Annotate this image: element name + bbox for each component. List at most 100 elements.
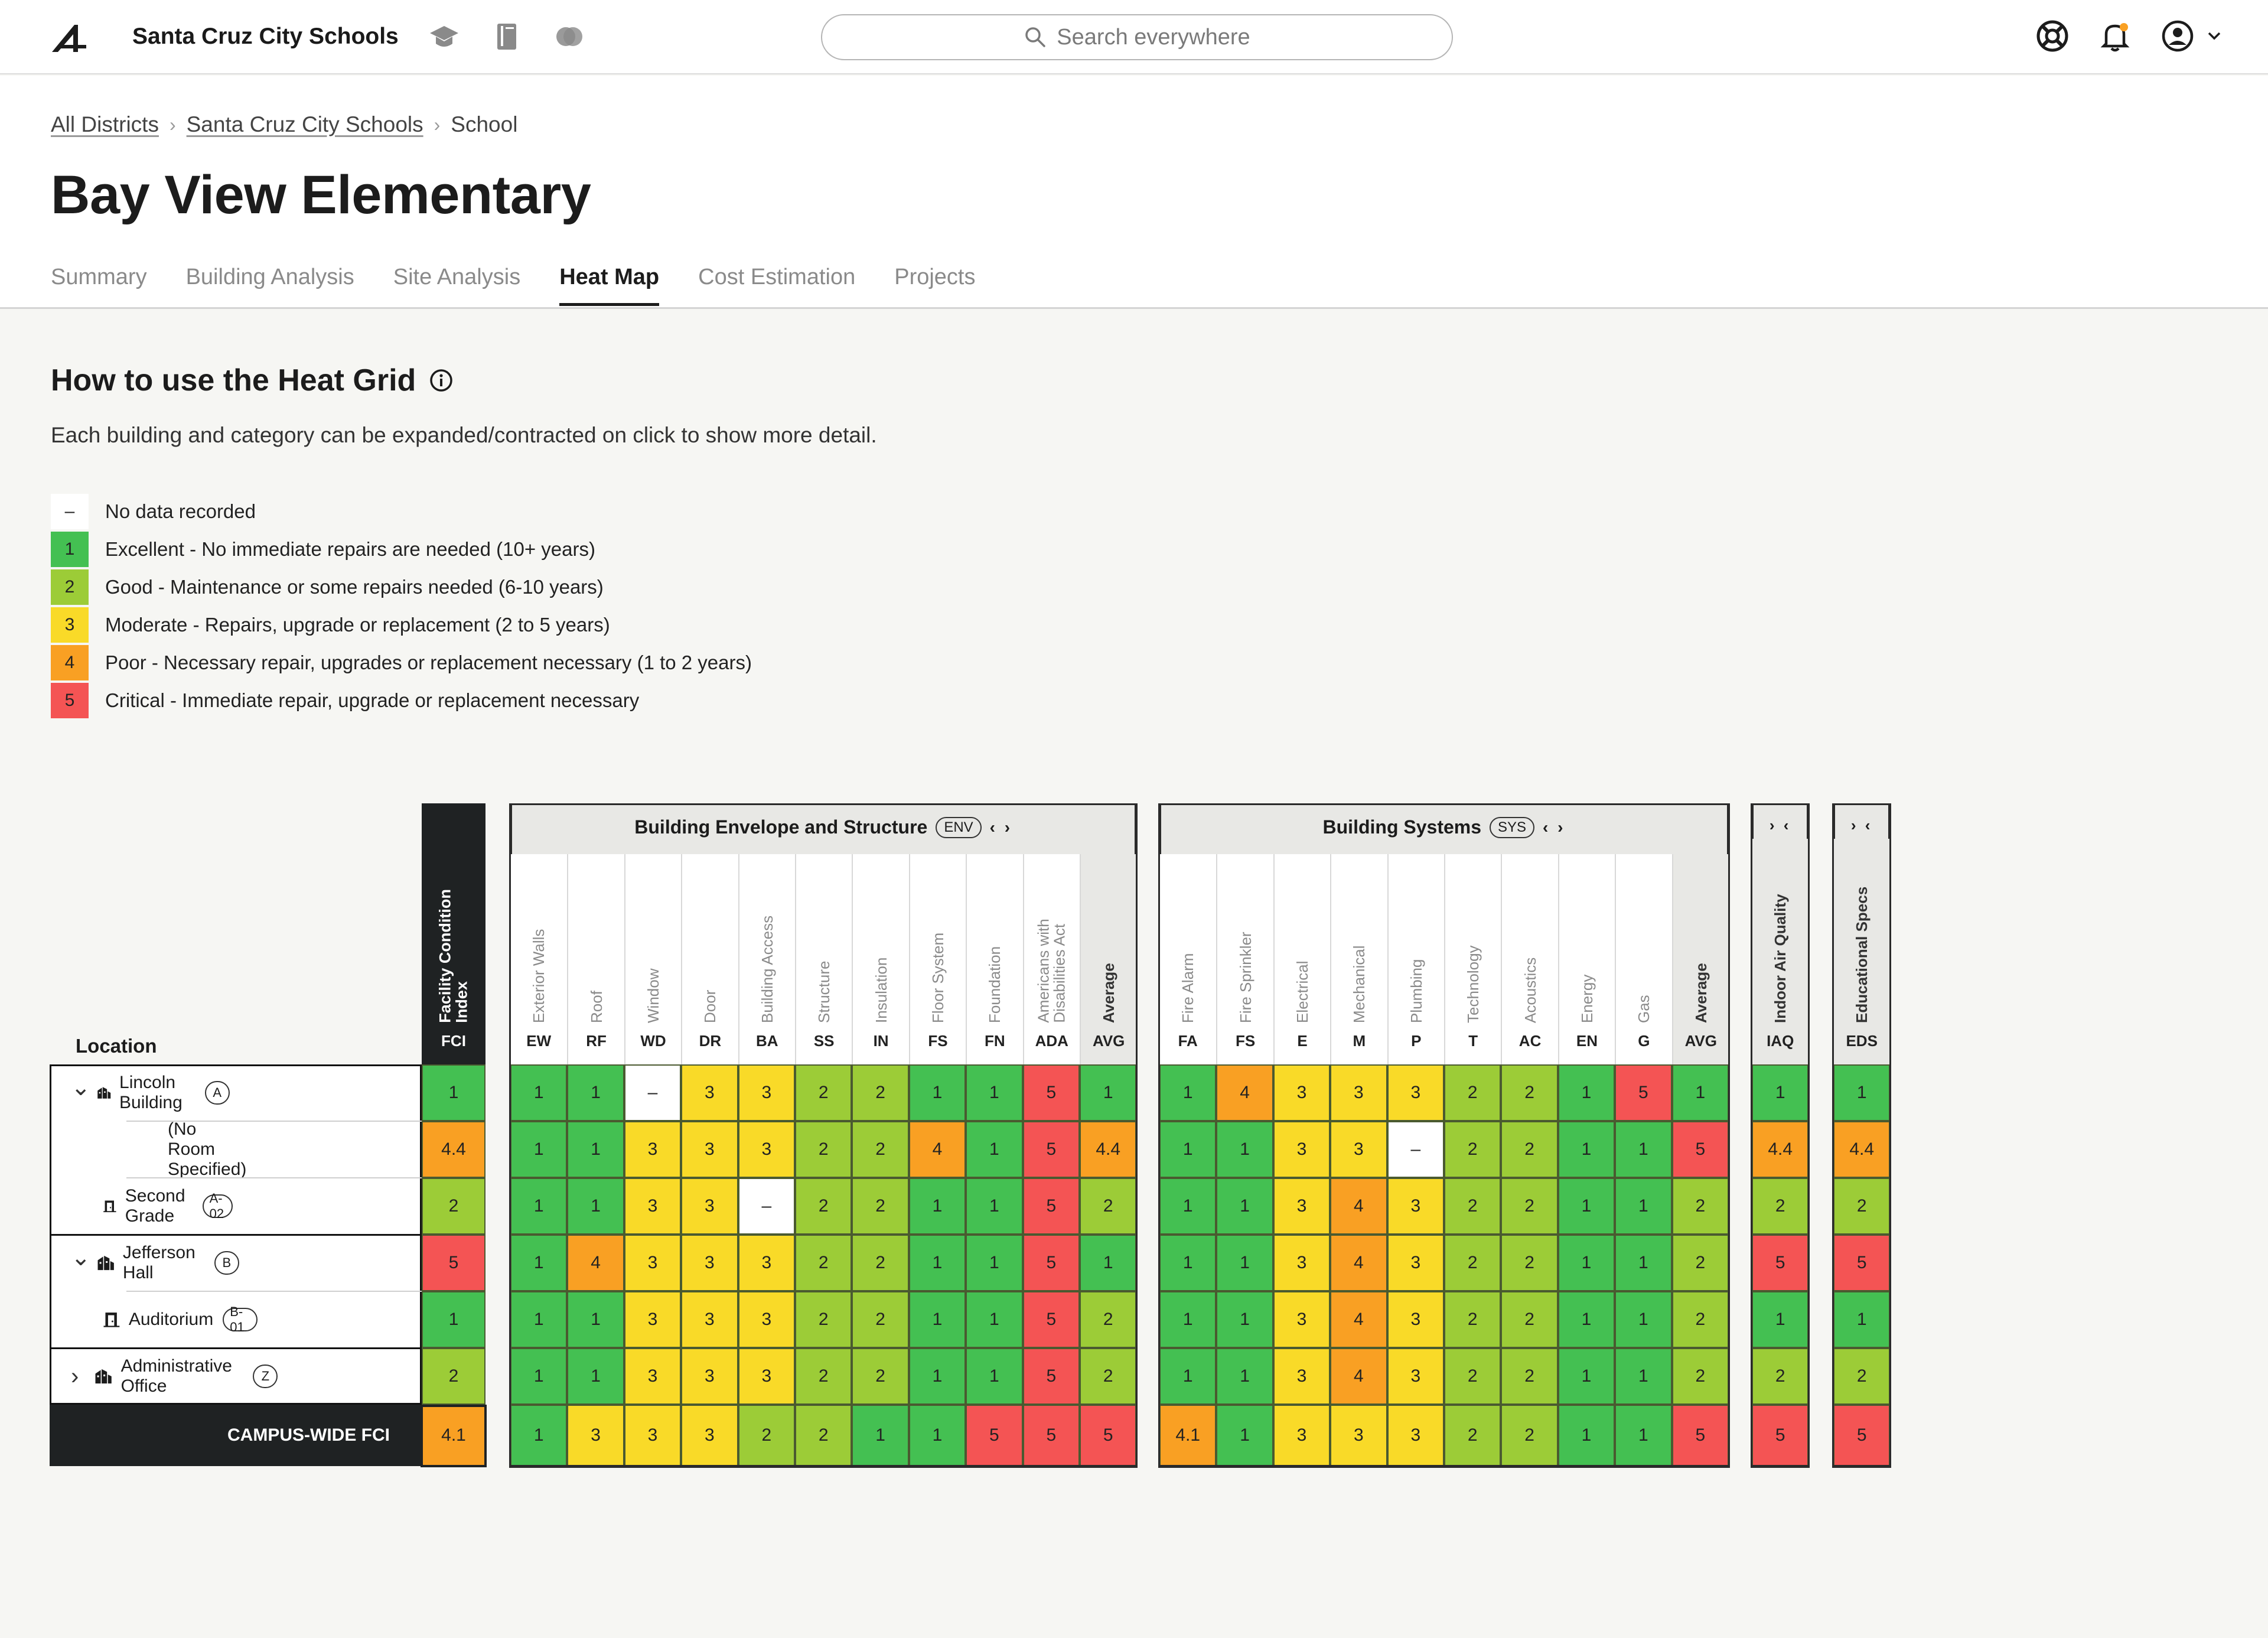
heat-cell-dr[interactable]: 3 xyxy=(681,1121,738,1178)
heat-cell-dr[interactable]: 3 xyxy=(681,1291,738,1348)
heat-cell-fs[interactable]: 1 xyxy=(1216,1348,1273,1405)
heat-cell-wd[interactable]: – xyxy=(624,1064,682,1121)
heat-cell-iaq[interactable]: 1 xyxy=(1752,1291,1809,1348)
heat-cell-eds[interactable]: 1 xyxy=(1833,1291,1891,1348)
tab-cost-estimation[interactable]: Cost Estimation xyxy=(698,265,856,289)
heat-cell-ba[interactable]: 3 xyxy=(738,1348,795,1405)
heat-cell-fn[interactable]: 1 xyxy=(966,1235,1023,1291)
campus-cell-ss[interactable]: 2 xyxy=(795,1405,852,1466)
tab-heat-map[interactable]: Heat Map xyxy=(559,265,660,306)
column-header-ba[interactable]: Building Access BA xyxy=(738,854,795,1064)
collapse-toggle-icon[interactable]: ‹ › xyxy=(1543,818,1566,836)
heat-cell-in[interactable]: 2 xyxy=(852,1235,909,1291)
heat-cell-ac[interactable]: 2 xyxy=(1501,1235,1558,1291)
heat-cell-avg[interactable]: 1 xyxy=(1671,1064,1729,1121)
campus-cell-eds[interactable]: 5 xyxy=(1833,1405,1891,1466)
heat-cell-e[interactable]: 3 xyxy=(1273,1291,1331,1348)
column-header-en[interactable]: Energy EN xyxy=(1557,854,1615,1064)
heat-cell-en[interactable]: 1 xyxy=(1557,1121,1615,1178)
heat-cell-fs[interactable]: 1 xyxy=(908,1348,966,1405)
column-header-in[interactable]: Insulation IN xyxy=(852,854,909,1064)
heat-cell-avg[interactable]: 2 xyxy=(1080,1348,1137,1405)
user-icon[interactable] xyxy=(2161,19,2195,53)
column-header-p[interactable]: Plumbing P xyxy=(1387,854,1444,1064)
bell-icon[interactable] xyxy=(2098,19,2132,53)
heat-cell-ss[interactable]: 2 xyxy=(795,1121,852,1178)
heat-cell-g[interactable]: 1 xyxy=(1615,1348,1672,1405)
heat-cell-g[interactable]: 1 xyxy=(1615,1235,1672,1291)
heat-cell-p[interactable]: 3 xyxy=(1387,1178,1444,1235)
logo-icon[interactable] xyxy=(51,22,89,53)
heat-cell-fs[interactable]: 1 xyxy=(908,1291,966,1348)
heat-cell-ba[interactable]: 3 xyxy=(738,1291,795,1348)
heat-cell-fs[interactable]: 1 xyxy=(908,1178,966,1235)
heat-cell-en[interactable]: 1 xyxy=(1557,1291,1615,1348)
heat-cell-ac[interactable]: 2 xyxy=(1501,1121,1558,1178)
collapse-toggle-icon[interactable]: ‹ › xyxy=(989,818,1013,836)
heat-cell-rf[interactable]: 1 xyxy=(567,1064,624,1121)
heat-cell-iaq[interactable]: 4.4 xyxy=(1752,1121,1809,1178)
chevron-down-icon[interactable] xyxy=(2205,27,2223,45)
heat-cell-fn[interactable]: 1 xyxy=(966,1291,1023,1348)
column-header-ada[interactable]: Americans with Disabilities Act ADA xyxy=(1022,854,1080,1064)
heat-cell-fs[interactable]: 1 xyxy=(908,1235,966,1291)
heat-cell-avg[interactable]: 2 xyxy=(1080,1291,1137,1348)
column-header-g[interactable]: Gas G xyxy=(1615,854,1672,1064)
heat-cell-ada[interactable]: 5 xyxy=(1022,1121,1080,1178)
column-header-avg[interactable]: Average AVG xyxy=(1080,854,1137,1064)
info-icon[interactable] xyxy=(429,368,454,393)
heat-cell-rf[interactable]: 1 xyxy=(567,1348,624,1405)
heat-cell-ew[interactable]: 1 xyxy=(510,1178,568,1235)
heat-cell-ada[interactable]: 5 xyxy=(1022,1178,1080,1235)
campus-cell-ac[interactable]: 2 xyxy=(1501,1405,1558,1466)
column-header-iaq[interactable]: Indoor Air Quality IAQ xyxy=(1752,839,1809,1064)
campus-cell-ba[interactable]: 2 xyxy=(738,1405,795,1466)
heat-cell-iaq[interactable]: 2 xyxy=(1752,1178,1809,1235)
heat-cell-p[interactable]: – xyxy=(1387,1121,1444,1178)
column-header-fs[interactable]: Floor System FS xyxy=(908,854,966,1064)
heat-cell-ss[interactable]: 2 xyxy=(795,1178,852,1235)
expand-toggle-icon[interactable]: › ‹ xyxy=(1769,816,1791,834)
fci-cell[interactable]: 2 xyxy=(422,1178,485,1235)
heat-cell-t[interactable]: 2 xyxy=(1444,1348,1501,1405)
heat-cell-avg[interactable]: 5 xyxy=(1671,1121,1729,1178)
fci-cell[interactable]: 5 xyxy=(422,1235,485,1291)
heat-cell-e[interactable]: 3 xyxy=(1273,1178,1331,1235)
heat-cell-en[interactable]: 1 xyxy=(1557,1064,1615,1121)
column-header-fn[interactable]: Foundation FN xyxy=(966,854,1023,1064)
heat-cell-in[interactable]: 2 xyxy=(852,1064,909,1121)
column-header-ac[interactable]: Acoustics AC xyxy=(1501,854,1558,1064)
heat-cell-rf[interactable]: 1 xyxy=(567,1178,624,1235)
heat-cell-rf[interactable]: 1 xyxy=(567,1291,624,1348)
heat-cell-dr[interactable]: 3 xyxy=(681,1178,738,1235)
breadcrumb-district[interactable]: Santa Cruz City Schools xyxy=(186,112,423,136)
help-icon[interactable] xyxy=(2035,19,2070,53)
heat-cell-m[interactable]: 4 xyxy=(1330,1291,1387,1348)
book-icon[interactable] xyxy=(490,20,523,53)
heat-cell-iaq[interactable]: 5 xyxy=(1752,1235,1809,1291)
fci-cell[interactable]: 1 xyxy=(422,1291,485,1348)
campus-cell-fa[interactable]: 4.1 xyxy=(1159,1405,1217,1466)
campus-cell-in[interactable]: 1 xyxy=(852,1405,909,1466)
heat-cell-ew[interactable]: 1 xyxy=(510,1348,568,1405)
heat-cell-fs[interactable]: 1 xyxy=(1216,1291,1273,1348)
location-row-auditorium[interactable]: Auditorium B-01 xyxy=(103,1291,258,1348)
heat-cell-in[interactable]: 2 xyxy=(852,1348,909,1405)
campus-cell-en[interactable]: 1 xyxy=(1557,1405,1615,1466)
heat-cell-p[interactable]: 3 xyxy=(1387,1064,1444,1121)
heat-cell-m[interactable]: 4 xyxy=(1330,1235,1387,1291)
column-header-ew[interactable]: Exterior Walls EW xyxy=(510,854,568,1064)
heat-cell-ada[interactable]: 5 xyxy=(1022,1064,1080,1121)
heat-cell-fa[interactable]: 1 xyxy=(1159,1178,1217,1235)
heat-cell-t[interactable]: 2 xyxy=(1444,1235,1501,1291)
chevron-down-icon[interactable]: ⌄ xyxy=(71,1245,91,1271)
heat-cell-dr[interactable]: 3 xyxy=(681,1348,738,1405)
heat-cell-fa[interactable]: 1 xyxy=(1159,1064,1217,1121)
heat-cell-fs[interactable]: 4 xyxy=(908,1121,966,1178)
heat-cell-g[interactable]: 1 xyxy=(1615,1178,1672,1235)
heat-cell-wd[interactable]: 3 xyxy=(624,1121,682,1178)
heat-cell-wd[interactable]: 3 xyxy=(624,1291,682,1348)
heat-cell-eds[interactable]: 2 xyxy=(1833,1348,1891,1405)
heat-cell-avg[interactable]: 2 xyxy=(1671,1348,1729,1405)
heat-cell-in[interactable]: 2 xyxy=(852,1178,909,1235)
